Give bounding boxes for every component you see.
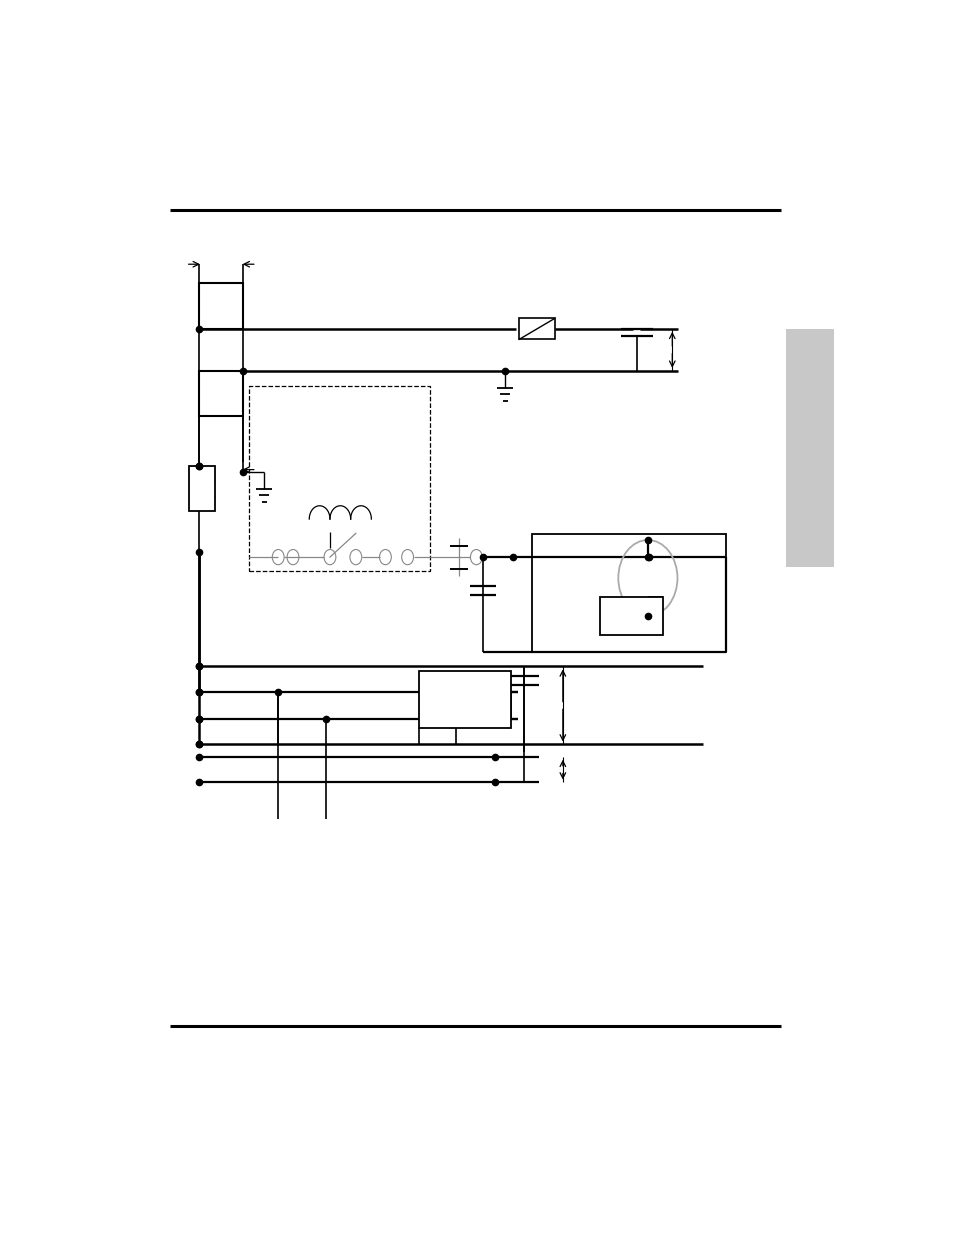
Bar	[199, 283, 243, 329]
Bar	[599, 597, 662, 635]
Bar	[518, 319, 554, 340]
Bar	[785, 329, 833, 567]
Bar	[199, 370, 243, 416]
Bar	[531, 535, 724, 652]
Bar	[190, 466, 215, 511]
Bar	[418, 672, 511, 729]
Bar	[249, 385, 429, 572]
